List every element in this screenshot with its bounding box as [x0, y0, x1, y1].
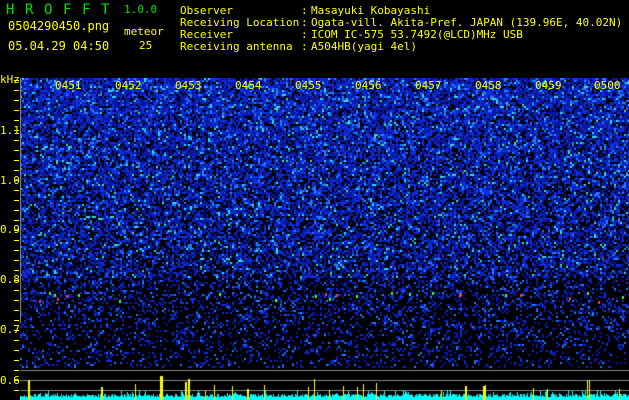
title-letter: T: [101, 2, 110, 18]
meteor-count: 25: [139, 39, 153, 52]
time-label: 0456: [355, 79, 382, 92]
title-letter: O: [44, 2, 53, 18]
y-tick-label: 1.0: [0, 174, 20, 187]
file-datetime: 05.04.29 04:50: [8, 39, 110, 53]
colon: :: [301, 4, 308, 17]
time-label: 0452: [115, 79, 142, 92]
info-value-receiver: ICOM IC-575 53.7492(@LCD)MHz USB: [311, 28, 523, 41]
meteor-label: meteor: [124, 25, 164, 38]
info-value-location: Ogata-vill. Akita-Pref. JAPAN (139.96E, …: [311, 16, 623, 29]
app-version: 1.0.0: [124, 3, 158, 16]
time-label: 0500: [594, 79, 621, 92]
y-tick-label: 1.1: [0, 124, 20, 137]
title-letter: H: [6, 2, 15, 18]
file-name: 0504290450.png: [8, 19, 110, 33]
info-label-location: Receiving Location: [180, 16, 300, 29]
colon: :: [301, 16, 308, 29]
title-letter: R: [25, 2, 34, 18]
time-label: 0459: [535, 79, 562, 92]
y-tick-label: 0.6: [0, 374, 20, 387]
info-label-receiver: Receiver: [180, 28, 233, 41]
time-label: 0455: [295, 79, 322, 92]
title-letter: F: [63, 2, 72, 18]
time-label: 0453: [175, 79, 202, 92]
info-label-antenna: Receiving antenna: [180, 40, 293, 53]
info-label-observer: Observer: [180, 4, 233, 17]
colon: :: [301, 28, 308, 41]
y-axis-unit: kHz: [0, 73, 20, 86]
spectrogram-canvas: [20, 78, 629, 400]
y-tick-label: 0.9: [0, 223, 20, 236]
time-label: 0457: [415, 79, 442, 92]
y-tick-label: 0.7: [0, 323, 20, 336]
colon: :: [301, 40, 308, 53]
title-letter: F: [82, 2, 91, 18]
info-value-antenna: A504HB(yagi 4el): [311, 40, 417, 53]
time-label: 0458: [475, 79, 502, 92]
y-tick-label: 0.8: [0, 273, 20, 286]
time-label: 0454: [235, 79, 262, 92]
y-axis-ticks: [14, 80, 19, 400]
time-label: 0451: [55, 79, 82, 92]
info-value-observer: Masayuki Kobayashi: [311, 4, 431, 17]
